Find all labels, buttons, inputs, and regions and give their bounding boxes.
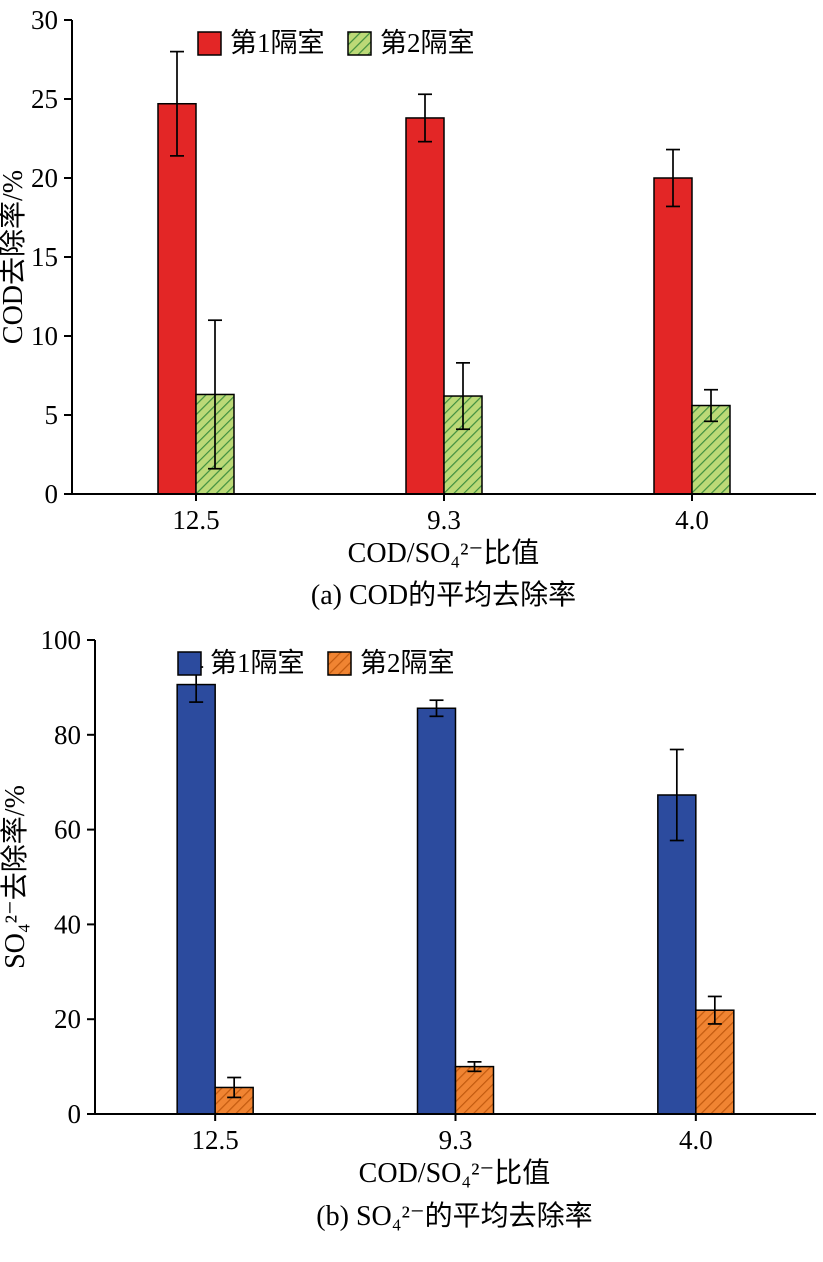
bar-series1-cat2 bbox=[657, 794, 697, 1116]
chart-a-caption: (a) COD的平均去除率 bbox=[310, 580, 577, 612]
legend-label-series1: 第1隔室 bbox=[230, 28, 325, 58]
chart-b-caption: (b) SO₄²⁻的平均去除率 bbox=[316, 1200, 593, 1232]
error-bar-series1-cat0 bbox=[170, 50, 184, 157]
bar-series1-cat1 bbox=[416, 707, 457, 1116]
y-axis-title: COD去除率/% bbox=[0, 170, 29, 344]
error-bar-series1-cat2 bbox=[666, 148, 680, 208]
y-tick-label: 40 bbox=[54, 910, 81, 940]
y-tick-label: 30 bbox=[31, 6, 58, 35]
bar-series1-cat2 bbox=[653, 177, 693, 495]
error-bar-series2-cat2 bbox=[704, 388, 718, 423]
bar-series1-cat0 bbox=[157, 102, 197, 495]
error-bar-series2-cat0 bbox=[208, 319, 222, 470]
error-bar-series2-cat1 bbox=[456, 362, 470, 431]
y-tick-label: 20 bbox=[54, 1005, 81, 1035]
error-bar-series1-cat1 bbox=[429, 699, 444, 718]
y-axis-title: SO₄²⁻去除率/% bbox=[0, 785, 31, 969]
error-bar-series2-cat1 bbox=[467, 1061, 482, 1073]
error-bar-series1-cat2 bbox=[669, 749, 684, 842]
chart-b: 12.5 9.3 4.0 0 20 40 60 80 100 SO₄²⁻去除率/% 第1隔室 第2隔室… bbox=[0, 626, 823, 1232]
y-tick-label: 100 bbox=[41, 626, 82, 655]
legend-swatch-series2 bbox=[347, 31, 372, 56]
y-tick-label: 20 bbox=[31, 163, 58, 193]
y-tick-label: 25 bbox=[31, 84, 58, 114]
error-bar-series2-cat2 bbox=[707, 995, 722, 1026]
y-tick-label: 15 bbox=[31, 242, 58, 272]
legend-label-series1: 第1隔室 bbox=[210, 648, 305, 678]
bar-series1-cat1 bbox=[405, 117, 445, 495]
legend-swatch-series2 bbox=[327, 651, 352, 677]
x-tick-label: 9.3 bbox=[427, 505, 461, 535]
x-tick-label: 9.3 bbox=[439, 1125, 473, 1155]
figure-panel: 12.5 9.3 4.0 0 5 10 15 20 25 30 COD去除率/% 第1隔室 第2隔室 C… bbox=[0, 6, 823, 1232]
y-tick-label: 60 bbox=[54, 815, 81, 845]
bar-series1-cat0 bbox=[176, 684, 216, 1116]
y-tick-label: 80 bbox=[54, 720, 81, 750]
chart-a-plot: 12.5 9.3 4.0 0 5 10 15 20 25 30 COD去除率/% 第1隔室 第2隔室 bbox=[0, 6, 816, 535]
legend-label-series2: 第2隔室 bbox=[360, 648, 455, 678]
x-tick-label: 12.5 bbox=[172, 505, 219, 535]
chart-b-plot: 12.5 9.3 4.0 0 20 40 60 80 100 SO₄²⁻去除率/% 第1隔室 第2隔室 bbox=[0, 626, 816, 1155]
legend-label-series2: 第2隔室 bbox=[380, 28, 475, 58]
error-bar-series2-cat0 bbox=[227, 1077, 242, 1099]
x-tick-label: 12.5 bbox=[192, 1125, 239, 1155]
legend: 第1隔室 第2隔室 bbox=[197, 28, 475, 58]
error-bar-series1-cat1 bbox=[418, 93, 432, 143]
legend: 第1隔室 第2隔室 bbox=[177, 648, 455, 678]
bar-series2-cat2 bbox=[695, 1009, 735, 1116]
x-tick-label: 4.0 bbox=[675, 505, 709, 535]
chart-b-x-axis-title: COD/SO₄²⁻比值 bbox=[358, 1158, 551, 1190]
legend-swatch-series1 bbox=[177, 651, 202, 677]
y-tick-label: 0 bbox=[68, 1099, 82, 1129]
y-tick-label: 10 bbox=[31, 321, 58, 351]
chart-a: 12.5 9.3 4.0 0 5 10 15 20 25 30 COD去除率/% 第1隔室 第2隔室 C… bbox=[0, 6, 823, 612]
legend-swatch-series1 bbox=[197, 31, 222, 56]
y-tick-label: 5 bbox=[45, 400, 59, 430]
y-tick-label: 0 bbox=[45, 479, 59, 509]
x-tick-label: 4.0 bbox=[679, 1125, 713, 1155]
chart-a-x-axis-title: COD/SO₄²⁻比值 bbox=[347, 538, 540, 569]
bar-series2-cat1 bbox=[454, 1066, 495, 1116]
